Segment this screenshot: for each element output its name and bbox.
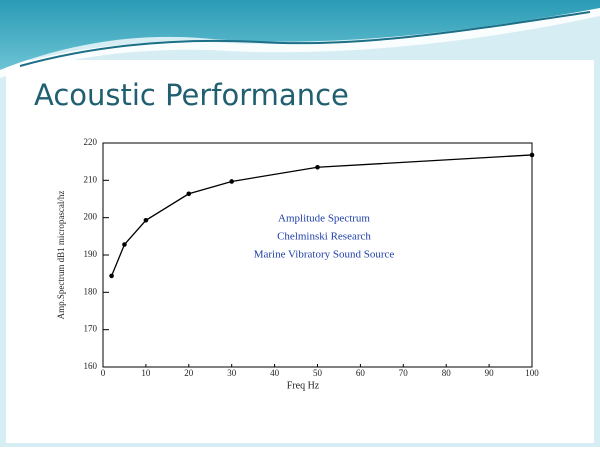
slide-title: Acoustic Performance <box>34 78 349 112</box>
y-tick-label: 210 <box>84 174 98 184</box>
data-point <box>109 273 114 279</box>
data-point <box>186 191 192 197</box>
data-point <box>143 217 149 223</box>
plot: 160 170 180 190 200 210 220 0 10 20 30 40 50 60 70 80 90… <box>84 137 540 378</box>
x-tick-label: 80 <box>442 368 452 378</box>
annotation: Marine Vibratory Sound Source <box>254 249 395 261</box>
y-tick-label: 190 <box>84 249 98 259</box>
y-tick-label: 160 <box>84 361 98 371</box>
x-tick-label: 30 <box>227 368 237 378</box>
x-tick-label: 40 <box>270 368 280 378</box>
header-line <box>19 11 591 67</box>
content-area <box>6 60 594 443</box>
y-tick-label: 200 <box>84 212 98 222</box>
y-tick-label: 180 <box>84 286 98 296</box>
x-tick-label: 50 <box>313 368 323 378</box>
annotation: Amplitude Spectrum <box>278 213 370 225</box>
y-tick-label: 220 <box>84 137 98 147</box>
x-tick-label: 10 <box>141 368 151 378</box>
x-tick-label: 70 <box>399 368 409 378</box>
y-tick-label: 170 <box>84 324 98 334</box>
x-tick-label: 20 <box>184 368 194 378</box>
y-axis-label: Amp.Spectrum dB1 micropascal/hz <box>56 191 66 320</box>
x-tick-label: 0 <box>101 368 106 378</box>
x-tick-label: 60 <box>356 368 366 378</box>
data-point <box>315 164 320 170</box>
x-tick-label: 90 <box>485 368 495 378</box>
data-point <box>122 242 127 247</box>
data-point <box>229 179 234 184</box>
header-band <box>0 0 600 70</box>
x-tick-label: 100 <box>525 368 539 378</box>
x-axis-label: Freq Hz <box>287 380 320 391</box>
data-point <box>529 152 535 158</box>
annotation: Chelminski Research <box>277 231 371 243</box>
